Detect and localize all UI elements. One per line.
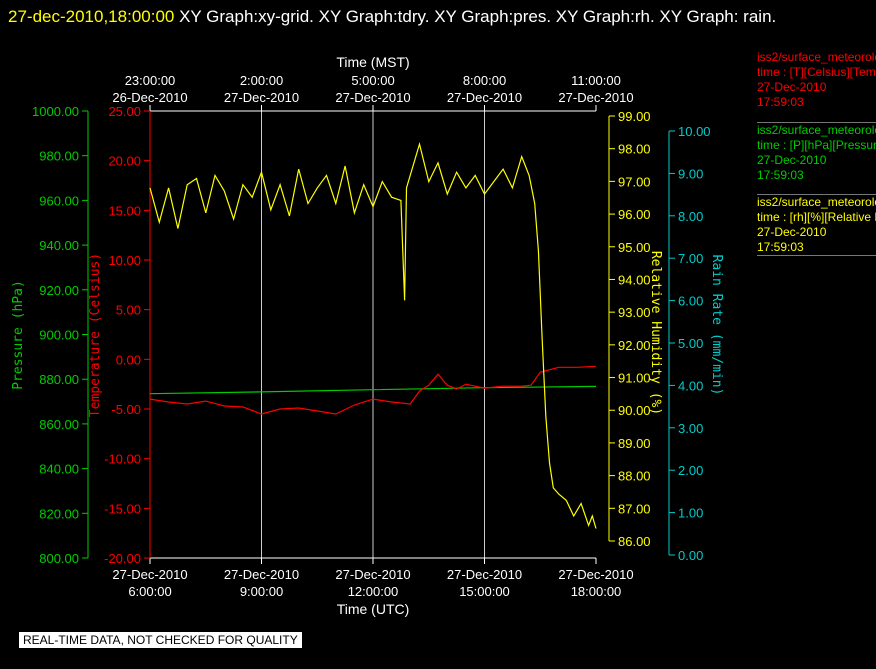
tdry-tick-label: 25.00 <box>108 104 141 119</box>
x-tick-time: 6:00:00 <box>128 584 171 599</box>
rh-tick-label: 94.00 <box>618 272 651 287</box>
pres-axis-label: Pressure (hPa) <box>11 280 26 390</box>
rain-tick-label: 9.00 <box>678 166 703 181</box>
legend-humidity-time: 17:59:03 <box>757 240 804 254</box>
top-tick-time: 8:00:00 <box>463 73 506 88</box>
x-tick-time: 12:00:00 <box>348 584 399 599</box>
rh-tick-label: 89.00 <box>618 436 651 451</box>
top-tick-date: 27-Dec-2010 <box>558 90 633 105</box>
rain-tick-label: 1.00 <box>678 506 703 521</box>
tdry-tick-label: -10.00 <box>104 452 141 467</box>
tdry-tick-label: 20.00 <box>108 154 141 169</box>
top-tick-date: 27-Dec-2010 <box>447 90 522 105</box>
pres-tick-label: 880.00 <box>39 372 79 387</box>
rh-tick-label: 97.00 <box>618 174 651 189</box>
top-tick-date: 27-Dec-2010 <box>224 90 299 105</box>
x-tick-time: 18:00:00 <box>571 584 622 599</box>
tdry-tick-label: 0.00 <box>116 352 141 367</box>
title-graph-list: XY Graph:xy-grid. XY Graph:tdry. XY Grap… <box>174 7 777 26</box>
rain-tick-label: 2.00 <box>678 463 703 478</box>
legend-pressure: iss2/surface_meteorology time : [P][hPa]… <box>757 122 876 183</box>
tdry-axis-label: Temperature (Celsius) <box>88 253 103 417</box>
legend-pressure-line1: iss2/surface_meteorology <box>757 123 876 137</box>
tdry-tick-label: -5.00 <box>111 402 141 417</box>
rain-tick-label: 0.00 <box>678 548 703 563</box>
rh-series-line <box>149 141 597 529</box>
x-tick-date: 27-Dec-2010 <box>447 567 522 582</box>
rain-tick-label: 8.00 <box>678 209 703 224</box>
legend-temperature: iss2/surface_meteorology time : [T][Cels… <box>757 50 876 110</box>
legend-temperature-time: 17:59:03 <box>757 95 804 109</box>
x-tick-date: 27-Dec-2010 <box>112 567 187 582</box>
tdry-tick-label: 10.00 <box>108 253 141 268</box>
rh-tick-label: 96.00 <box>618 207 651 222</box>
legend-temperature-line1: iss2/surface_meteorology <box>757 50 876 64</box>
legend-pressure-line2: time : [P][hPa][Pressure] <box>757 138 876 152</box>
legend-humidity-line2: time : [rh][%][Relative Humidity] <box>757 210 876 224</box>
pres-tick-label: 980.00 <box>39 149 79 164</box>
tdry-tick-label: 5.00 <box>116 303 141 318</box>
legend-pressure-date: 27-Dec-2010 <box>757 153 827 167</box>
x-tick-time: 15:00:00 <box>459 584 510 599</box>
legend-separator <box>757 194 876 195</box>
legend-temperature-date: 27-Dec-2010 <box>757 80 827 94</box>
x-tick-date: 27-Dec-2010 <box>224 567 299 582</box>
legend-pressure-time: 17:59:03 <box>757 168 804 182</box>
x-axis-label: Time (UTC) <box>337 601 410 617</box>
legend-humidity-line1: iss2/surface_meteorology <box>757 195 876 209</box>
window-title: 27-dec-2010,18:00:00 XY Graph:xy-grid. X… <box>8 2 858 32</box>
pres-tick-label: 800.00 <box>39 551 79 566</box>
pres-tick-label: 900.00 <box>39 328 79 343</box>
tdry-tick-label: -15.00 <box>104 501 141 516</box>
top-axis-label: Time (MST) <box>336 54 409 70</box>
legend-separator <box>757 122 876 123</box>
rain-tick-label: 4.00 <box>678 378 703 393</box>
top-tick-time: 5:00:00 <box>351 73 394 88</box>
x-tick-date: 27-Dec-2010 <box>558 567 633 582</box>
pres-tick-label: 860.00 <box>39 417 79 432</box>
rh-tick-label: 91.00 <box>618 371 651 386</box>
tdry-tick-label: -20.00 <box>104 551 141 566</box>
legend-separator <box>757 255 876 256</box>
pres-tick-label: 960.00 <box>39 193 79 208</box>
title-timestamp: 27-dec-2010,18:00:00 <box>8 7 175 26</box>
rain-tick-label: 7.00 <box>678 251 703 266</box>
top-tick-date: 26-Dec-2010 <box>112 90 187 105</box>
rh-tick-label: 92.00 <box>618 338 651 353</box>
top-tick-time: 2:00:00 <box>240 73 283 88</box>
pres-tick-label: 920.00 <box>39 283 79 298</box>
top-tick-time: 11:00:00 <box>571 73 621 88</box>
legend-temperature-line2: time : [T][Celsius][Temperature] <box>757 65 876 79</box>
x-tick-date: 27-Dec-2010 <box>335 567 410 582</box>
rh-tick-label: 98.00 <box>618 142 651 157</box>
rain-tick-label: 3.00 <box>678 421 703 436</box>
rain-tick-label: 6.00 <box>678 294 703 309</box>
top-tick-time: 23:00:00 <box>125 73 176 88</box>
legend-humidity: iss2/surface_meteorology time : [rh][%][… <box>757 194 876 256</box>
legend-humidity-date: 27-Dec-2010 <box>757 225 827 239</box>
tdry-series-line <box>149 365 597 415</box>
rh-tick-label: 87.00 <box>618 501 651 516</box>
rh-tick-label: 99.00 <box>618 109 651 124</box>
rh-tick-label: 93.00 <box>618 305 651 320</box>
rh-tick-label: 86.00 <box>618 534 651 549</box>
rain-axis-label: Rain Rate (mm/min) <box>709 255 724 396</box>
rh-axis-label: Relative Humidity (%) <box>648 251 663 415</box>
rain-tick-label: 5.00 <box>678 336 703 351</box>
pres-tick-label: 820.00 <box>39 506 79 521</box>
tdry-tick-label: 15.00 <box>108 203 141 218</box>
rain-tick-label: 10.00 <box>678 124 711 139</box>
pres-tick-label: 840.00 <box>39 462 79 477</box>
pres-tick-label: 940.00 <box>39 238 79 253</box>
x-tick-time: 9:00:00 <box>240 584 283 599</box>
rh-tick-label: 88.00 <box>618 469 651 484</box>
rh-tick-label: 90.00 <box>618 403 651 418</box>
top-tick-date: 27-Dec-2010 <box>335 90 410 105</box>
quality-disclaimer: REAL-TIME DATA, NOT CHECKED FOR QUALITY <box>19 632 302 648</box>
pres-series-line <box>149 385 597 395</box>
pres-tick-label: 1000.00 <box>32 104 79 119</box>
rh-tick-label: 95.00 <box>618 240 651 255</box>
